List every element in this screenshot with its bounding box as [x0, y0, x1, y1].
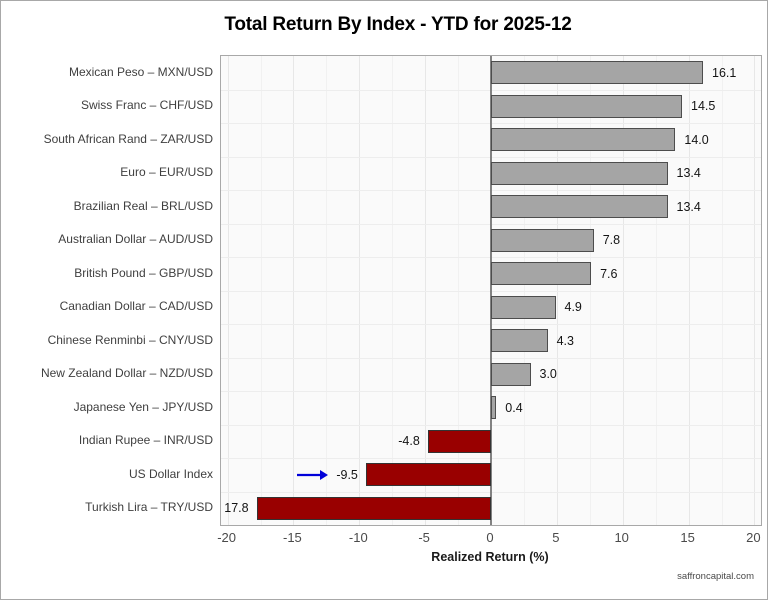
bar-australian-dollar-aud-usd — [491, 228, 594, 252]
bar-us-dollar-index — [365, 463, 491, 487]
value-label-british-pound-gbp-usd: 7.6 — [600, 266, 618, 281]
x-tick-label-15: 15 — [680, 530, 695, 545]
value-label-mexican-peso-mxn-usd: 16.1 — [712, 65, 737, 80]
category-label-south-african-rand-zar-usd: South African Rand – ZAR/USD — [43, 131, 213, 146]
x-tick-label-neg10: -10 — [348, 530, 368, 545]
category-label-turkish-lira-try-usd: Turkish Lira – TRY/USD — [85, 500, 213, 515]
value-label-new-zealand-dollar-nzd-usd: 3.0 — [539, 367, 557, 382]
category-label-japanese-yen-jpy-usd: Japanese Yen – JPY/USD — [73, 399, 213, 414]
x-tick-label-neg5: -5 — [418, 530, 430, 545]
category-label-british-pound-gbp-usd: British Pound – GBP/USD — [74, 265, 213, 280]
bar-chinese-renminbi-cny-usd — [491, 329, 548, 353]
category-label-mexican-peso-mxn-usd: Mexican Peso – MXN/USD — [68, 64, 213, 79]
x-axis-tick-labels: -20 -15 -10 -5 0 5 10 15 20 — [217, 530, 761, 546]
value-label-south-african-rand-zar-usd: 14.0 — [684, 132, 709, 147]
bar-south-african-rand-zar-usd — [491, 128, 676, 152]
x-axis-title: Realized Return (%) — [431, 550, 549, 564]
value-label-canadian-dollar-cad-usd: 4.9 — [564, 300, 582, 315]
value-label-turkish-lira-try-usd: 17.8 — [224, 501, 249, 516]
bar-british-pound-gbp-usd — [491, 262, 592, 286]
category-label-australian-dollar-aud-usd: Australian Dollar – AUD/USD — [58, 232, 213, 247]
bar-indian-rupee-inr-usd — [427, 429, 491, 453]
bar-new-zealand-dollar-nzd-usd — [491, 362, 531, 386]
value-label-swiss-franc-chf-usd: 14.5 — [691, 99, 716, 114]
bar-turkish-lira-try-usd — [256, 496, 491, 520]
x-tick-label-5: 5 — [552, 530, 560, 545]
value-label-japanese-yen-jpy-usd: 0.4 — [505, 400, 523, 415]
bar-canadian-dollar-cad-usd — [491, 295, 556, 319]
category-label-swiss-franc-chf-usd: Swiss Franc – CHF/USD — [80, 98, 213, 113]
category-label-brazilian-real-brl-usd: Brazilian Real – BRL/USD — [73, 198, 213, 213]
category-label-canadian-dollar-cad-usd: Canadian Dollar – CAD/USD — [59, 299, 213, 314]
value-label-indian-rupee-inr-usd: -4.8 — [398, 434, 420, 449]
category-label-us-dollar-index: US Dollar Index — [128, 466, 213, 481]
category-label-new-zealand-dollar-nzd-usd: New Zealand Dollar – NZD/USD — [40, 366, 213, 381]
chart-title: Total Return By Index - YTD for 2025-12 — [224, 14, 572, 35]
x-tick-label-neg20: -20 — [217, 530, 236, 545]
watermark: saffroncapital.com — [677, 571, 754, 582]
value-label-euro-eur-usd: 13.4 — [676, 166, 701, 181]
x-tick-label-neg15: -15 — [282, 530, 302, 545]
y-axis-category-labels: Mexican Peso – MXN/USD Swiss Franc – CHF/… — [1, 55, 213, 524]
category-label-indian-rupee-inr-usd: Indian Rupee – INR/USD — [78, 433, 213, 448]
x-tick-label-10: 10 — [614, 530, 629, 545]
zero-axis-line — [490, 56, 492, 525]
category-label-chinese-renminbi-cny-usd: Chinese Renminbi – CNY/USD — [47, 332, 213, 347]
value-label-us-dollar-index: -9.5 — [336, 467, 358, 482]
bar-swiss-franc-chf-usd — [491, 94, 682, 118]
x-tick-label-0: 0 — [486, 530, 494, 545]
bar-japanese-yen-jpy-usd — [491, 396, 497, 420]
value-label-brazilian-real-brl-usd: 13.4 — [676, 199, 701, 214]
x-tick-label-20: 20 — [746, 530, 761, 545]
bar-mexican-peso-mxn-usd — [491, 61, 703, 85]
value-label-australian-dollar-aud-usd: 7.8 — [602, 233, 621, 248]
plot-area: 16.1 14.5 14.0 13.4 13.4 7.8 7.6 4.9 4.3 3.0 0.4 -4… — [220, 55, 762, 526]
category-label-euro-eur-usd: Euro – EUR/USD — [120, 165, 213, 180]
bar-euro-eur-usd — [491, 161, 668, 185]
value-label-chinese-renminbi-cny-usd: 4.3 — [556, 333, 574, 348]
right-arrow-icon — [296, 469, 328, 480]
bar-brazilian-real-brl-usd — [491, 195, 668, 219]
